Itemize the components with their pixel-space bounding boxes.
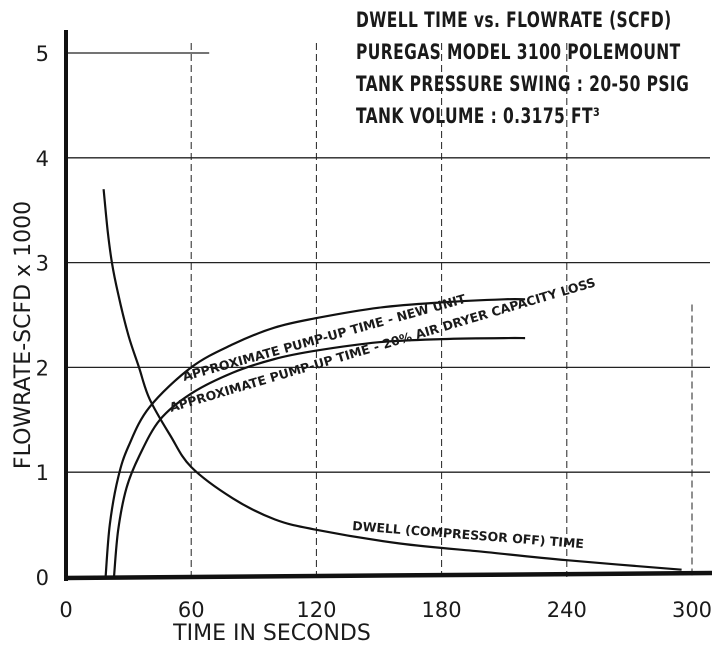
chart-series (102, 189, 682, 578)
x-tick-label: 0 (59, 598, 72, 622)
x-axis-line (63, 570, 713, 581)
dwell-time-label: DWELL (COMPRESSOR OFF) TIME (352, 518, 585, 551)
x-tick-label: 240 (547, 598, 587, 622)
chart-axes (63, 30, 713, 581)
x-tick-label: 120 (296, 598, 336, 622)
x-tick-label: 60 (178, 598, 205, 622)
pump-up-capacity-loss-curve (112, 336, 526, 578)
y-tick-label: 3 (36, 252, 49, 276)
chart-title-line: TANK PRESSURE SWING : 20-50 PSIG (356, 72, 690, 96)
y-tick-label: 5 (36, 42, 49, 66)
y-tick-label: 2 (36, 356, 49, 380)
chart-grid (66, 43, 710, 577)
dwell-time-curve (102, 189, 682, 571)
chart-title-line: PUREGAS MODEL 3100 POLEMOUNT (356, 40, 681, 64)
chart-title-line: DWELL TIME vs. FLOWRATE (SCFD) (356, 8, 672, 32)
x-tick-label: 300 (672, 598, 712, 622)
y-axis-label: FLOWRATE-SCFD x 1000 (11, 201, 36, 469)
y-tick-label: 4 (36, 147, 49, 171)
chart-ticks: 0 60 120 180 240 300 0 1 2 3 4 5 (36, 42, 712, 622)
pump-up-new-unit-curve (104, 297, 526, 578)
x-axis-label: TIME IN SECONDS (172, 621, 371, 645)
x-tick-label: 180 (422, 598, 462, 622)
y-tick-label: 1 (36, 461, 49, 485)
y-tick-label: 0 (36, 566, 49, 590)
chart-curve-labels: APPROXIMATE PUMP-UP TIME - NEW UNITAPPRO… (168, 275, 598, 552)
chart-title-line: TANK VOLUME : 0.3175 FT³ (356, 104, 601, 128)
